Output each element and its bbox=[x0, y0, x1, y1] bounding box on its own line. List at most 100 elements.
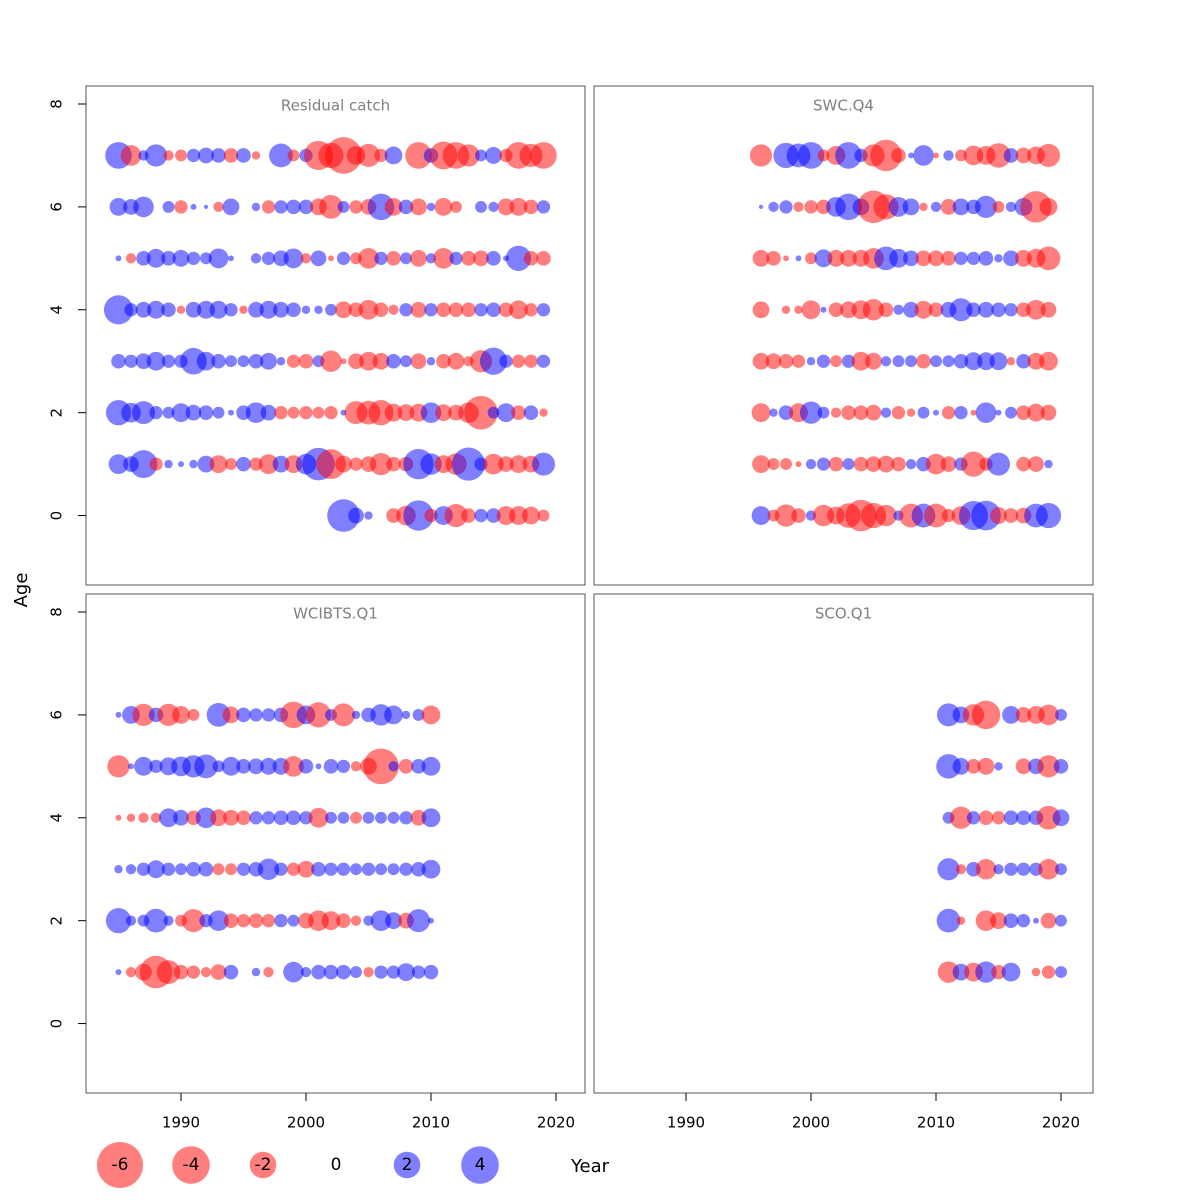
bubble bbox=[986, 452, 1011, 476]
bubble bbox=[185, 404, 202, 421]
bubble bbox=[941, 508, 956, 523]
bubble bbox=[161, 862, 176, 876]
bubble bbox=[990, 912, 1007, 930]
bubble bbox=[323, 964, 339, 980]
bubble bbox=[384, 705, 403, 725]
bubble bbox=[351, 710, 361, 720]
bubble bbox=[129, 450, 158, 479]
bubble bbox=[992, 200, 1005, 213]
bubble bbox=[530, 142, 557, 169]
bubble bbox=[941, 406, 956, 420]
bubble bbox=[223, 913, 239, 928]
bubble bbox=[421, 705, 441, 725]
panel-frame bbox=[593, 85, 1094, 586]
bubble bbox=[159, 808, 178, 828]
bubble bbox=[175, 863, 187, 876]
bubble bbox=[208, 910, 229, 931]
x-axis-label: Year bbox=[570, 1156, 610, 1177]
bubble bbox=[536, 251, 551, 266]
bubble bbox=[1031, 967, 1041, 977]
bubble bbox=[297, 860, 315, 878]
bubble bbox=[1015, 147, 1032, 164]
bubble bbox=[758, 204, 764, 209]
bubble bbox=[955, 864, 967, 875]
bubble bbox=[799, 401, 823, 424]
bubble bbox=[1016, 862, 1031, 876]
bubble bbox=[749, 144, 773, 167]
bubble bbox=[428, 917, 434, 924]
bubble bbox=[930, 355, 942, 368]
y-tick-label: 2 bbox=[48, 408, 66, 418]
bubble bbox=[384, 146, 403, 165]
bubble bbox=[314, 305, 323, 314]
bubble bbox=[497, 198, 515, 216]
bubble bbox=[173, 964, 189, 980]
bubble bbox=[374, 965, 388, 979]
bubble bbox=[316, 449, 346, 479]
bubble bbox=[496, 403, 516, 423]
bubble bbox=[221, 756, 241, 776]
bubble bbox=[105, 908, 132, 934]
x-tick-label: 2020 bbox=[1042, 1114, 1080, 1132]
bubble bbox=[531, 452, 556, 476]
bubble bbox=[814, 249, 833, 268]
bubble bbox=[936, 908, 961, 933]
bubble bbox=[805, 252, 817, 265]
bubble bbox=[308, 807, 329, 828]
bubble bbox=[524, 303, 538, 317]
bubble bbox=[186, 251, 201, 265]
bubble bbox=[274, 862, 288, 876]
bubble bbox=[212, 863, 225, 876]
bubble bbox=[125, 966, 137, 978]
bubble bbox=[239, 305, 248, 314]
bubble bbox=[835, 142, 862, 169]
bubble bbox=[936, 703, 961, 727]
panel-title: Residual catch bbox=[281, 97, 390, 115]
bubble bbox=[283, 961, 304, 983]
bubble bbox=[146, 351, 166, 371]
bubble bbox=[794, 305, 803, 314]
bubble bbox=[120, 145, 142, 166]
bubble bbox=[937, 858, 960, 881]
bubble bbox=[435, 404, 452, 422]
bubble bbox=[977, 757, 995, 775]
bubble bbox=[878, 302, 894, 318]
bubble bbox=[315, 763, 322, 770]
bubble bbox=[1039, 351, 1058, 371]
bubble bbox=[940, 456, 957, 472]
bubble bbox=[374, 148, 388, 163]
y-tick-label: 8 bbox=[48, 99, 66, 109]
bubble bbox=[206, 703, 231, 727]
bubble bbox=[769, 408, 778, 417]
bubble bbox=[337, 811, 350, 824]
bubble bbox=[412, 708, 425, 721]
x-tick-label: 2010 bbox=[917, 1114, 955, 1132]
bubble bbox=[1036, 143, 1061, 167]
bubble bbox=[300, 966, 312, 978]
legend-bubble bbox=[172, 1146, 210, 1184]
legend-label: -2 bbox=[255, 1155, 272, 1175]
bubble bbox=[795, 255, 802, 262]
bubble bbox=[287, 914, 300, 927]
bubble bbox=[386, 353, 401, 369]
bubble bbox=[865, 456, 882, 472]
bubble bbox=[212, 406, 225, 419]
bubble bbox=[994, 254, 1003, 263]
bubble bbox=[210, 964, 227, 980]
bubble bbox=[211, 148, 226, 163]
bubble bbox=[752, 352, 770, 370]
x-tick-label: 2000 bbox=[792, 1114, 830, 1132]
bubble bbox=[486, 302, 501, 318]
bubble bbox=[536, 354, 551, 368]
bubble bbox=[125, 864, 137, 875]
bubble bbox=[917, 406, 930, 419]
bubble bbox=[991, 964, 1006, 980]
bubble bbox=[487, 406, 500, 419]
bubble bbox=[801, 300, 821, 320]
bubble bbox=[324, 406, 338, 420]
bubble bbox=[251, 967, 261, 977]
bubble bbox=[971, 500, 1001, 531]
bubble bbox=[816, 457, 831, 471]
bubble bbox=[172, 705, 190, 724]
